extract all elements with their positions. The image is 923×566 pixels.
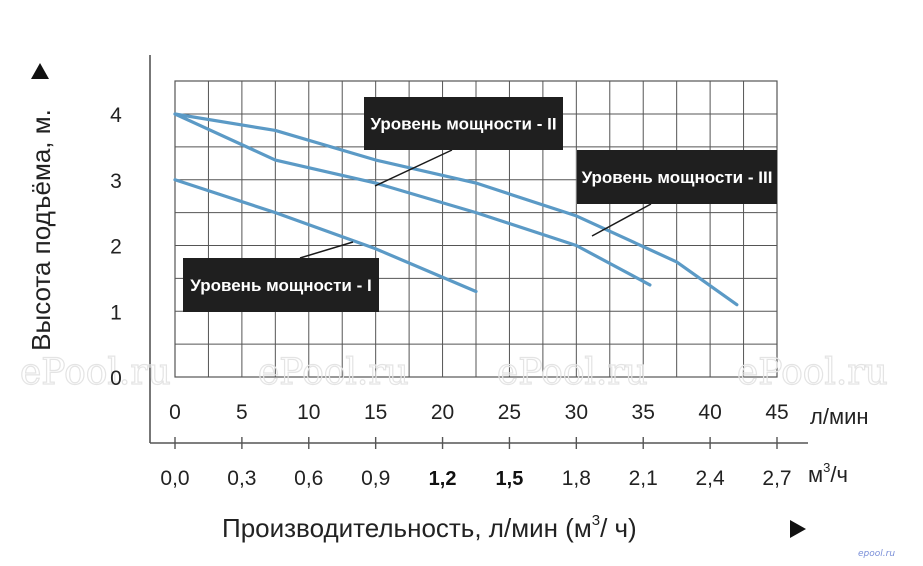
x-tick-label-m3h: 2,1 [629,467,658,490]
x-tick-label-lmin: 20 [431,401,454,424]
series-line-1 [173,178,478,294]
x-axis-title-tail: / ч) [600,513,637,543]
brand-mark: epool.ru [858,549,895,559]
x-tick-label-m3h: 1,5 [496,468,524,490]
x-tick-labels-lmin: 0 5 10 15 20 25 30 35 40 45 [169,401,789,449]
x-tick-label-m3h: 0,3 [227,467,256,490]
series-callouts: Уровень мощности - I Уровень мощности - I… [183,97,777,312]
x-tick-label-lmin: 5 [236,401,248,424]
watermark-text: ePool.ru [737,352,888,393]
callout-box [364,97,563,150]
watermark-text: ePool.ru [497,352,648,393]
y-tick-label: 3 [110,170,122,193]
series-lines [173,112,739,307]
y-tick-label: 0 [110,367,122,390]
x-tick-label-m3h: 0,9 [361,467,390,490]
callout-leader [299,241,354,259]
x-axis-title: Производительность, л/мин (м3/ ч) [222,512,637,543]
x-axis-arrow-icon [790,520,806,538]
x-tick-labels-m3h: 0,0 0,3 0,6 0,9 1,2 1,5 1,8 2,1 2,4 2,7 [160,467,791,490]
x-tick-label-m3h: 2,4 [696,467,726,490]
x-tick-label-lmin: 15 [364,401,387,424]
x-tick-label-lmin: 0 [169,401,181,424]
x-tick-label-lmin: 25 [498,401,521,424]
x-unit-lmin: л/мин [810,404,869,429]
x-unit-m3h-tail: /ч [830,462,848,487]
watermark-group: ePool.ru ePool.ru ePool.ru ePool.ru [19,351,888,393]
x-unit-m3h-sup: 3 [823,460,830,475]
x-tick-label-m3h: 2,7 [762,467,791,490]
watermark-text: ePool.ru [20,352,171,393]
x-tick-label-m3h: 1,2 [429,468,457,490]
x-tick-label-lmin: 10 [297,401,320,424]
y-axis-arrow-icon [31,63,49,79]
y-tick-label: 2 [110,236,122,259]
x-tick-label-m3h: 1,8 [562,467,591,490]
series-line-3 [173,112,739,307]
series-label: Уровень мощности - III [582,168,773,187]
x-tick-label-lmin: 45 [765,401,788,424]
x-tick-label-m3h: 0,6 [294,467,323,490]
series-label: Уровень мощности - II [370,115,556,134]
x-unit-m3h-main: м [808,462,823,487]
x-tick-label-lmin: 40 [698,401,721,424]
x-axis-title-main: Производительность, л/мин (м [222,513,592,543]
callout-leader [374,149,453,187]
y-tick-labels: 0 1 2 3 4 [110,104,122,390]
callout-leader [591,203,652,237]
callout-box [577,150,777,204]
x-tick-label-lmin: 30 [565,401,588,424]
series-label: Уровень мощности - I [190,276,371,295]
x-unit-m3h: м3/ч [808,460,848,487]
y-axis-title: Высота подъёма, м. [26,109,56,351]
y-tick-label: 1 [110,301,122,324]
watermark-text: ePool.ru [258,352,409,393]
x-axis-title-sup: 3 [592,512,600,529]
callout-box [183,258,379,312]
series-line-2 [173,112,652,287]
y-tick-label: 4 [110,104,122,127]
x-tick-label-m3h: 0,0 [160,467,189,490]
x-tick-label-lmin: 35 [632,401,655,424]
